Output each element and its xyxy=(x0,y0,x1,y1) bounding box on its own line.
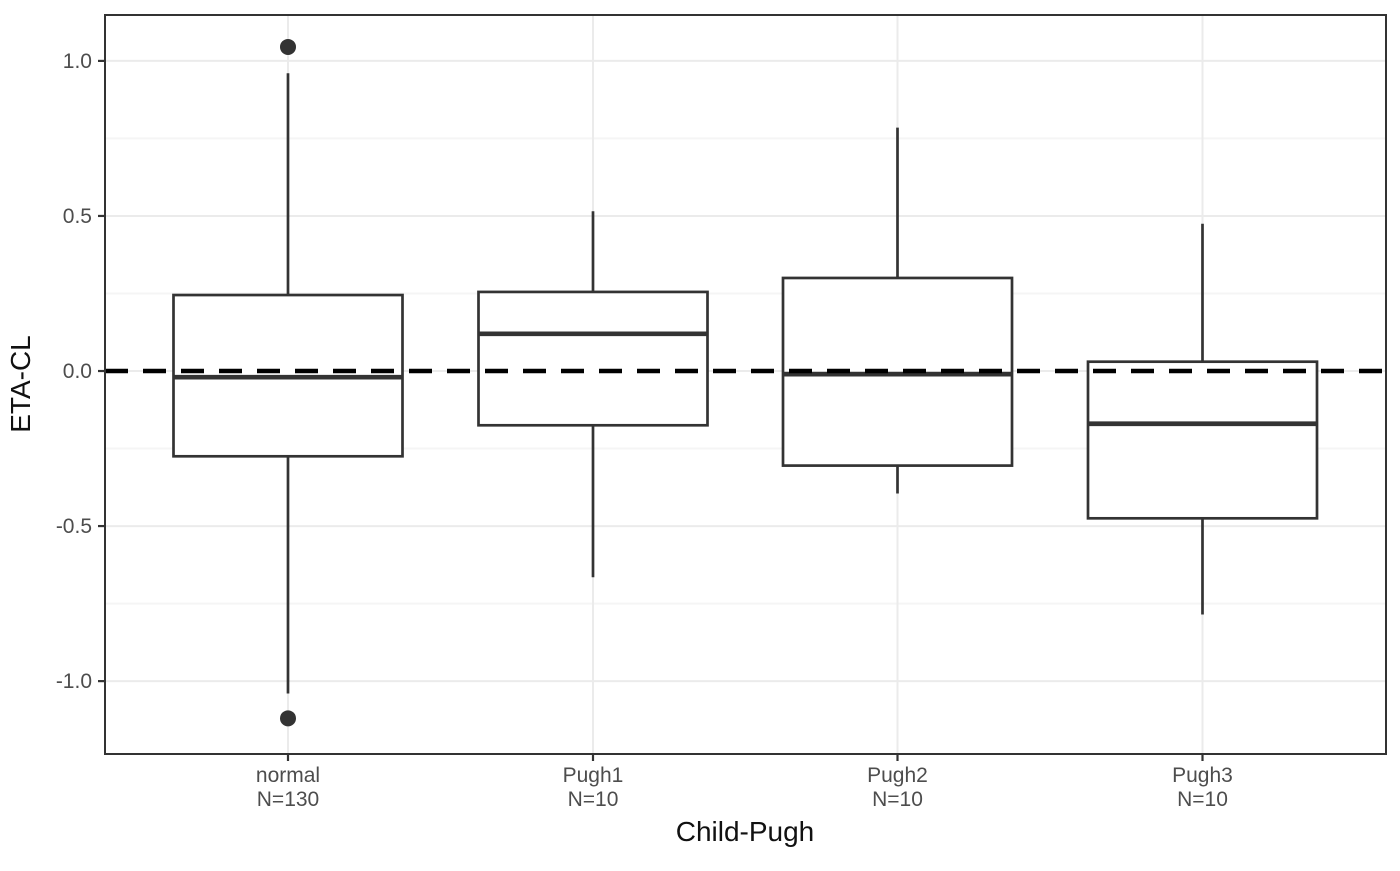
x-tick-count-label: N=10 xyxy=(568,788,619,811)
x-tick-label: Pugh1 xyxy=(563,764,624,787)
x-tick-label: Pugh3 xyxy=(1172,764,1233,787)
boxplot-layer xyxy=(172,38,1319,727)
y-tick-label: -1.0 xyxy=(56,670,92,693)
y-tick-label: 1.0 xyxy=(63,50,92,73)
boxplot-group-Pugh2 xyxy=(781,127,1014,494)
panel-frame-layer xyxy=(104,14,1387,755)
y-tick-label: -0.5 xyxy=(56,515,92,538)
boxplot-group-Pugh3 xyxy=(1086,223,1319,615)
x-tick-count-label: N=10 xyxy=(872,788,923,811)
x-axis-title: Child-Pugh xyxy=(676,816,815,847)
box-iqr xyxy=(477,290,709,427)
outlier-point xyxy=(280,710,296,727)
x-tick-count-label: N=130 xyxy=(257,788,319,811)
x-tick-count-label: N=10 xyxy=(1177,788,1228,811)
x-tick-label: normal xyxy=(256,764,320,787)
axis-layer: 1.00.50.0-0.5-1.0normalN=130Pugh1N=10Pug… xyxy=(56,50,1233,811)
y-tick-label: 0.5 xyxy=(63,205,92,228)
y-axis-title: ETA-CL xyxy=(5,335,36,433)
x-tick-label: Pugh2 xyxy=(867,764,928,787)
panel-border xyxy=(104,14,1387,755)
box-iqr xyxy=(1086,360,1319,520)
boxplot-group-Pugh1 xyxy=(477,211,709,578)
boxplot-group-normal xyxy=(172,38,404,727)
y-tick-label: 0.0 xyxy=(63,360,92,383)
outlier-point xyxy=(280,38,296,55)
